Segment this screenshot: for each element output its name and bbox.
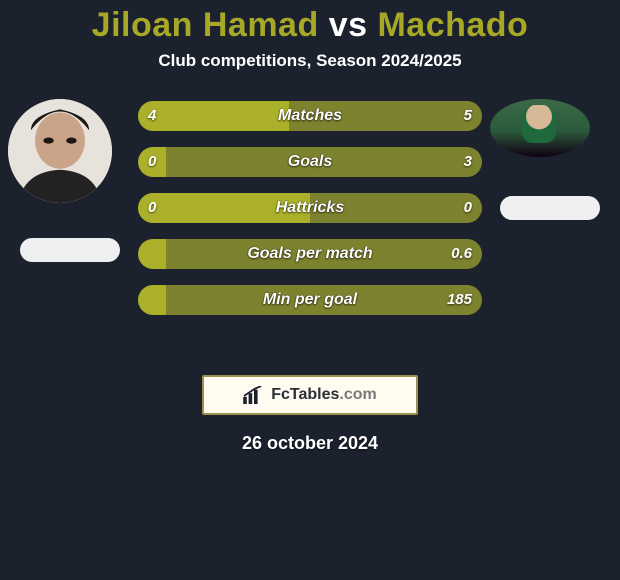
comparison-stage: Matches45Goals03Hattricks00Goals per mat… xyxy=(0,111,620,361)
badge-fc: Fc xyxy=(271,386,290,403)
stat-bars: Matches45Goals03Hattricks00Goals per mat… xyxy=(138,101,482,331)
vs-label: vs xyxy=(329,6,368,44)
stat-bar-row: Hattricks0 0 xyxy=(138,193,482,223)
bar-label: Goals xyxy=(138,147,482,177)
comparison-title: Jiloan Hamad vs Machado xyxy=(0,0,620,45)
badge-text: FcTables.com xyxy=(271,386,377,404)
bar-value-right: 0 xyxy=(464,193,472,223)
bar-value-left: 4 xyxy=(148,101,156,131)
stat-bar-row: Goals per match0.6 xyxy=(138,239,482,269)
player2-avatar xyxy=(490,99,590,157)
player2-name: Machado xyxy=(377,6,528,44)
bar-value-right: 0.6 xyxy=(451,239,472,269)
avatar-placeholder-icon xyxy=(8,99,112,203)
bar-value-right: 185 xyxy=(447,285,472,315)
stat-bar-row: Goals0 3 xyxy=(138,147,482,177)
stat-bar-row: Min per goal185 xyxy=(138,285,482,315)
bar-label: Hattricks xyxy=(138,193,482,223)
badge-tables: Tables xyxy=(290,386,340,403)
bar-value-left: 0 xyxy=(148,147,156,177)
bar-value-right: 5 xyxy=(464,101,472,131)
player1-team-pill xyxy=(20,238,120,262)
player2-team-pill xyxy=(500,196,600,220)
date-label: 26 october 2024 xyxy=(0,433,620,454)
source-badge: FcTables.com xyxy=(202,375,418,415)
stat-bar-row: Matches4 5 xyxy=(138,101,482,131)
player1-name: Jiloan Hamad xyxy=(92,6,319,44)
chart-icon xyxy=(243,386,265,404)
bar-value-left: 0 xyxy=(148,193,156,223)
bar-value-right: 3 xyxy=(464,147,472,177)
player1-avatar xyxy=(8,99,112,203)
bar-label: Min per goal xyxy=(138,285,482,315)
badge-dotcom: .com xyxy=(339,386,376,403)
bar-label: Goals per match xyxy=(138,239,482,269)
bar-label: Matches xyxy=(138,101,482,131)
subtitle: Club competitions, Season 2024/2025 xyxy=(0,51,620,71)
